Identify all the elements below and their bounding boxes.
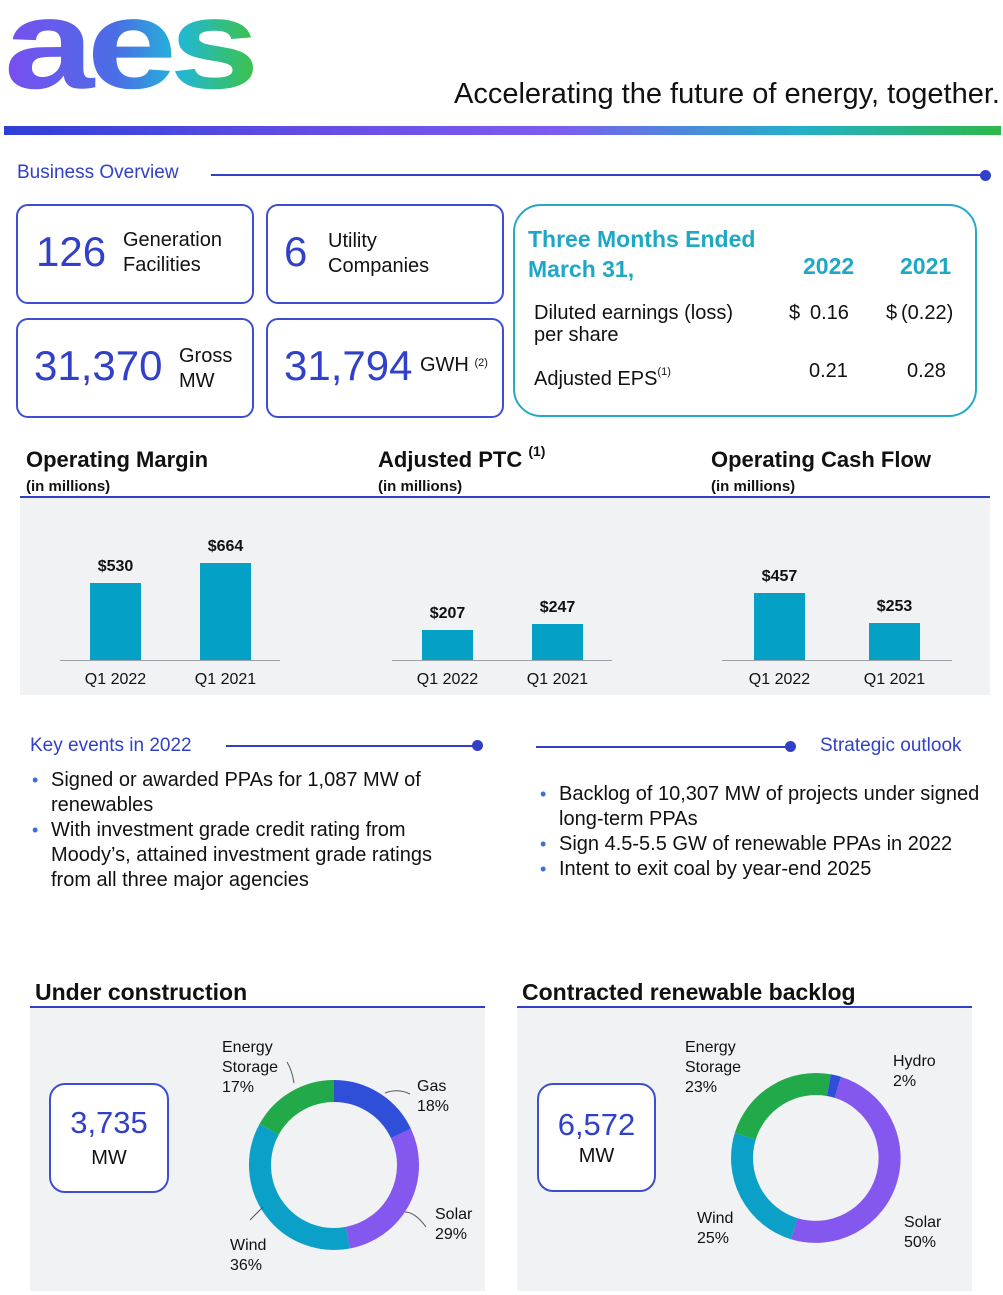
logo-text: aes bbox=[4, 4, 253, 112]
key-events-list: Signed or awarded PPAs for 1,087 MW of r… bbox=[30, 768, 470, 893]
total-mw-card: 3,735 MW bbox=[49, 1083, 169, 1193]
stat-label: GWH (2) bbox=[420, 354, 488, 376]
section-divider bbox=[536, 746, 790, 748]
donut-slice-energy bbox=[259, 1080, 335, 1136]
eps-currency: $ bbox=[789, 302, 801, 324]
donut-label-solar: Solar 50% bbox=[904, 1214, 942, 1251]
panel-divider bbox=[517, 1006, 972, 1008]
total-mw-value: 6,572 bbox=[557, 1107, 636, 1142]
donut-label-solar: Solar 29% bbox=[435, 1206, 473, 1243]
eps-col-2022: 2022 bbox=[803, 253, 855, 279]
list-item: With investment grade credit rating from… bbox=[30, 818, 470, 893]
section-divider bbox=[211, 174, 987, 176]
donut-label-energy-storage: Energy Storage 23% bbox=[685, 1039, 742, 1096]
eps-value-2021: 0.28 bbox=[907, 360, 946, 382]
stat-label: Utility Companies bbox=[328, 230, 430, 277]
eps-currency: $ bbox=[886, 302, 898, 324]
total-mw-value: 3,735 bbox=[70, 1105, 148, 1140]
chart-title-adjusted-ptc: Adjusted PTC (1) bbox=[378, 443, 546, 472]
key-events-title: Key events in 2022 bbox=[30, 735, 192, 756]
chart-subtitle: (in millions) bbox=[26, 478, 111, 495]
total-mw-card: 6,572 MW bbox=[537, 1083, 656, 1192]
donut-label-wind: Wind 25% bbox=[697, 1210, 734, 1247]
stat-value: 126 bbox=[36, 228, 107, 275]
eps-heading-line1: Three Months Ended bbox=[528, 226, 756, 252]
section-divider-dot bbox=[980, 170, 991, 181]
charts-panel bbox=[20, 497, 990, 695]
stat-card-utilities: 6 Utility Companies bbox=[266, 204, 504, 304]
eps-row-label: Adjusted EPS(1) bbox=[534, 366, 671, 390]
donut-label-energy-storage: Energy Storage 17% bbox=[222, 1039, 279, 1096]
donut-label-gas: Gas 18% bbox=[417, 1078, 450, 1115]
eps-value-2021: (0.22) bbox=[901, 302, 954, 324]
eps-value-2022: 0.21 bbox=[809, 360, 848, 382]
strategic-outlook-title: Strategic outlook bbox=[820, 735, 962, 756]
total-mw-unit: MW bbox=[578, 1145, 615, 1167]
under-construction-title: Under construction bbox=[35, 979, 248, 1005]
business-overview-title: Business Overview bbox=[17, 162, 179, 183]
list-item: Signed or awarded PPAs for 1,087 MW of r… bbox=[30, 768, 470, 818]
stat-card-generation: 126 Generation Facilities bbox=[16, 204, 254, 304]
section-divider-dot bbox=[472, 740, 483, 751]
section-divider-dot bbox=[785, 741, 796, 752]
under-construction-donut bbox=[249, 1080, 419, 1250]
stat-value: 31,370 bbox=[34, 342, 163, 389]
chart-title-operating-cash-flow: Operating Cash Flow bbox=[711, 447, 932, 472]
section-divider bbox=[226, 745, 476, 747]
donut-slice-gas bbox=[333, 1080, 411, 1139]
donut-slice-wind bbox=[249, 1124, 350, 1250]
stat-card-gross-mw: 31,370 Gross MW bbox=[16, 318, 254, 418]
stat-label: Gross MW bbox=[179, 345, 233, 392]
total-mw-unit: MW bbox=[91, 1147, 127, 1169]
backlog-title: Contracted renewable backlog bbox=[522, 979, 856, 1005]
chart-subtitle: (in millions) bbox=[378, 478, 463, 495]
aes-logo: aes bbox=[4, 4, 256, 112]
donut-label-hydro: Hydro 2% bbox=[893, 1053, 936, 1090]
panel-divider bbox=[30, 1006, 485, 1008]
stat-card-gwh: 31,794 GWH (2) bbox=[266, 318, 504, 418]
list-item: Backlog of 10,307 MW of projects under s… bbox=[538, 782, 988, 832]
donut-slice-energy bbox=[734, 1073, 831, 1140]
stat-label: Generation Facilities bbox=[123, 229, 222, 276]
eps-table-card: Three Months Ended March 31, 2022 2021 D… bbox=[513, 204, 977, 417]
header-gradient-bar bbox=[4, 126, 1001, 135]
strategic-outlook-list: Backlog of 10,307 MW of projects under s… bbox=[538, 782, 988, 882]
donut-label-wind: Wind 36% bbox=[230, 1237, 267, 1274]
donut-slice-hydro bbox=[826, 1074, 842, 1098]
list-item: Sign 4.5-5.5 GW of renewable PPAs in 202… bbox=[538, 832, 988, 857]
stat-value: 6 bbox=[284, 228, 308, 275]
charts-divider bbox=[20, 496, 990, 498]
donut-slice-solar bbox=[790, 1076, 901, 1243]
eps-col-2021: 2021 bbox=[900, 253, 952, 279]
list-item: Intent to exit coal by year-end 2025 bbox=[538, 857, 988, 882]
eps-row-label: Diluted earnings (loss) per share bbox=[534, 302, 733, 346]
donut-slice-solar bbox=[345, 1128, 419, 1249]
eps-value-2022: 0.16 bbox=[810, 302, 849, 324]
eps-heading-line2: March 31, bbox=[528, 256, 635, 282]
backlog-donut bbox=[731, 1073, 901, 1243]
tagline: Accelerating the future of energy, toget… bbox=[454, 78, 1000, 110]
chart-title-operating-margin: Operating Margin bbox=[26, 447, 209, 472]
chart-subtitle: (in millions) bbox=[711, 478, 796, 495]
donut-slice-wind bbox=[731, 1132, 798, 1240]
stat-value: 31,794 bbox=[284, 342, 413, 389]
